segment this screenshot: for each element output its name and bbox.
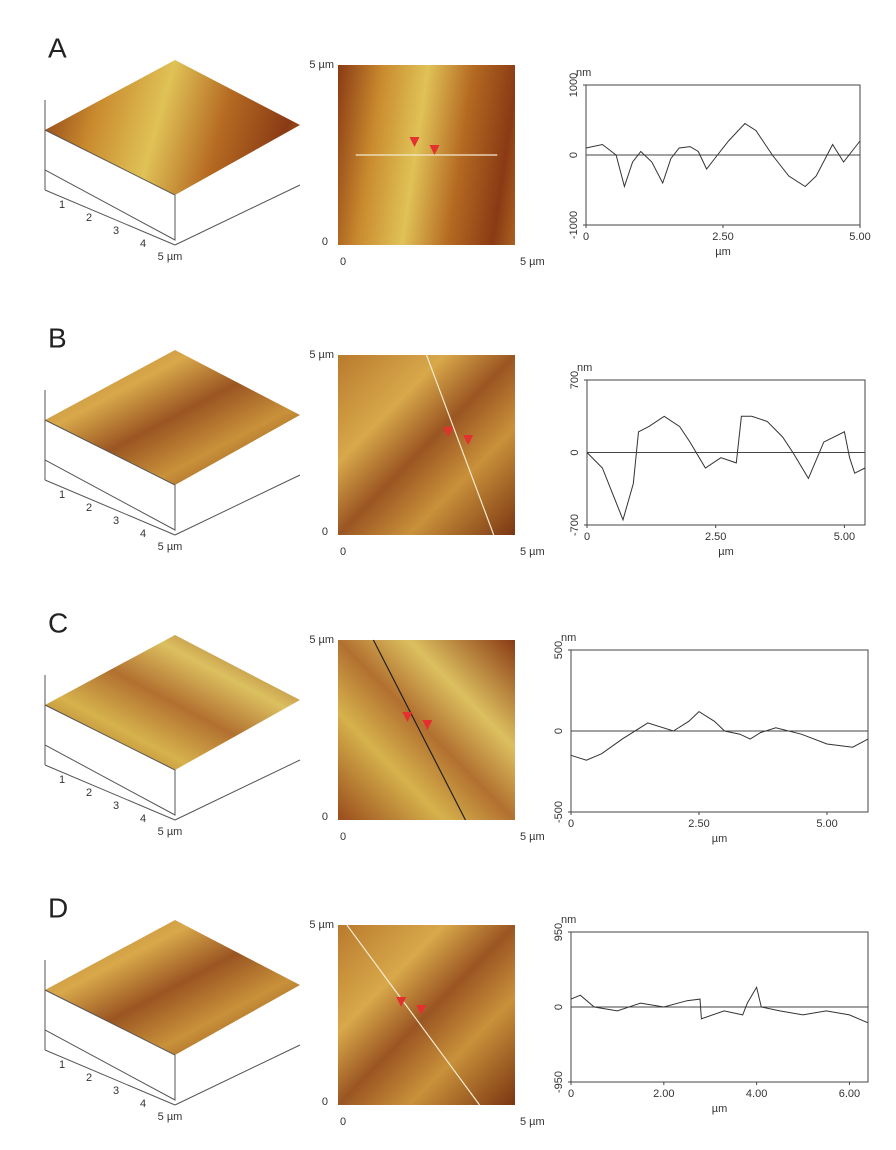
axis-3d xyxy=(175,760,300,820)
x-axis-unit: µm xyxy=(712,833,728,845)
y-axis-unit: nm xyxy=(577,362,592,374)
axis-3d xyxy=(175,185,300,245)
image-y-label: 5 µm xyxy=(309,349,334,361)
image-y-label: 5 µm xyxy=(309,59,334,71)
panel-label: D xyxy=(48,892,68,923)
figure: A12345 µm5 µm005 µmB12345 µm5 µm005 µmC1… xyxy=(0,0,896,1150)
surface-tick-label: 4 xyxy=(140,1098,146,1110)
profile-line xyxy=(587,416,865,520)
surface-tick-label: 4 xyxy=(140,813,146,825)
y-tick-label: 0 xyxy=(568,152,580,158)
surface-tick-label: 4 xyxy=(140,238,146,250)
surface-tick-label: 3 xyxy=(113,515,119,527)
image-x-label: 0 xyxy=(340,831,346,843)
afm-image xyxy=(338,640,515,820)
afm-image xyxy=(338,925,515,1105)
x-tick-label: 2.50 xyxy=(688,818,709,830)
image-y-label: 0 xyxy=(322,526,328,538)
y-tick-label: 0 xyxy=(553,728,565,734)
surface-tick-label: 2 xyxy=(86,212,92,224)
x-tick-label: 4.00 xyxy=(746,1088,767,1100)
surface-tick-label: 5 µm xyxy=(158,826,183,838)
panel-label: C xyxy=(48,607,68,638)
surface-tick-label: 1 xyxy=(59,774,65,786)
x-tick-label: 0 xyxy=(568,1088,574,1100)
profile-line xyxy=(571,712,868,761)
image-x-label: 5 µm xyxy=(520,831,545,843)
surface-tick-label: 2 xyxy=(86,1072,92,1084)
surface-tick-label: 5 µm xyxy=(158,1111,183,1123)
surface-3d xyxy=(45,350,300,485)
surface-tick-label: 1 xyxy=(59,199,65,211)
surface-tick-label: 3 xyxy=(113,1085,119,1097)
y-tick-label: -1000 xyxy=(568,211,580,239)
surface-tick-label: 4 xyxy=(140,528,146,540)
x-tick-label: 0 xyxy=(583,231,589,243)
x-axis-unit: µm xyxy=(718,546,734,558)
x-tick-label: 5.00 xyxy=(816,818,837,830)
surface-3d xyxy=(45,920,300,1055)
surface-tick-label: 2 xyxy=(86,502,92,514)
y-axis-unit: nm xyxy=(576,67,591,79)
surface-tick-label: 1 xyxy=(59,1059,65,1071)
image-y-label: 0 xyxy=(322,236,328,248)
x-tick-label: 0 xyxy=(568,818,574,830)
image-x-label: 0 xyxy=(340,1116,346,1128)
image-x-label: 5 µm xyxy=(520,1116,545,1128)
axis-3d xyxy=(175,1045,300,1105)
y-tick-label: -700 xyxy=(569,514,581,536)
y-tick-label: -500 xyxy=(553,801,565,823)
image-y-label: 5 µm xyxy=(309,634,334,646)
surface-tick-label: 3 xyxy=(113,800,119,812)
axis-3d xyxy=(175,475,300,535)
panel-label: B xyxy=(48,322,67,353)
surface-tick-label: 1 xyxy=(59,489,65,501)
x-axis-unit: µm xyxy=(715,246,731,258)
image-y-label: 0 xyxy=(322,811,328,823)
y-tick-label: 0 xyxy=(569,449,581,455)
surface-3d xyxy=(45,635,300,770)
surface-tick-label: 2 xyxy=(86,787,92,799)
y-tick-label: 0 xyxy=(553,1004,565,1010)
image-x-label: 0 xyxy=(340,546,346,558)
image-y-label: 0 xyxy=(322,1096,328,1108)
x-tick-label: 6.00 xyxy=(839,1088,860,1100)
x-tick-label: 5.00 xyxy=(834,531,855,543)
x-tick-label: 5.00 xyxy=(849,231,870,243)
x-tick-label: 2.50 xyxy=(705,531,726,543)
x-axis-unit: µm xyxy=(712,1103,728,1115)
image-y-label: 5 µm xyxy=(309,919,334,931)
y-tick-label: -950 xyxy=(553,1071,565,1093)
afm-image xyxy=(338,355,515,535)
x-tick-label: 0 xyxy=(584,531,590,543)
panel-label: A xyxy=(48,32,67,63)
y-axis-unit: nm xyxy=(561,914,576,926)
image-x-label: 5 µm xyxy=(520,256,545,268)
surface-tick-label: 5 µm xyxy=(158,541,183,553)
x-tick-label: 2.50 xyxy=(712,231,733,243)
x-tick-label: 2.00 xyxy=(653,1088,674,1100)
image-x-label: 0 xyxy=(340,256,346,268)
surface-3d xyxy=(45,60,300,195)
surface-tick-label: 5 µm xyxy=(158,251,183,263)
surface-tick-label: 3 xyxy=(113,225,119,237)
image-x-label: 5 µm xyxy=(520,546,545,558)
y-axis-unit: nm xyxy=(561,632,576,644)
profile-line xyxy=(571,987,868,1023)
